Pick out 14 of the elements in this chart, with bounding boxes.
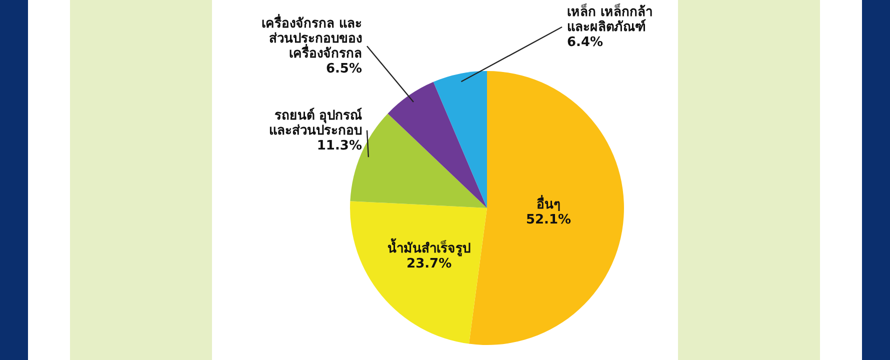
slice-label: รถยนต์ อุปกรณ์ และส่วนประกอบ [269, 107, 362, 138]
pie-slice [468, 71, 624, 345]
data-label: 6.4% [567, 35, 604, 50]
slice-label: อื่นๆ [536, 194, 561, 213]
pie-slice [388, 82, 487, 208]
pie-slice [350, 201, 487, 344]
data-label: 52.1% [526, 212, 572, 228]
slice-label: เครื่องจักรกล และ ส่วนประกอบของ เครื่องจักรกล [261, 14, 362, 62]
data-label: 11.3% [316, 138, 362, 154]
slice-label: น้ำมันสำเร็จรูป [388, 238, 471, 257]
pie-slice [433, 71, 487, 208]
data-label: 6.5% [326, 62, 362, 77]
slice-label: เหล็ก เหล็กกล้า และผลิตภัณฑ์ [567, 2, 653, 35]
data-label: 23.7% [406, 256, 452, 272]
